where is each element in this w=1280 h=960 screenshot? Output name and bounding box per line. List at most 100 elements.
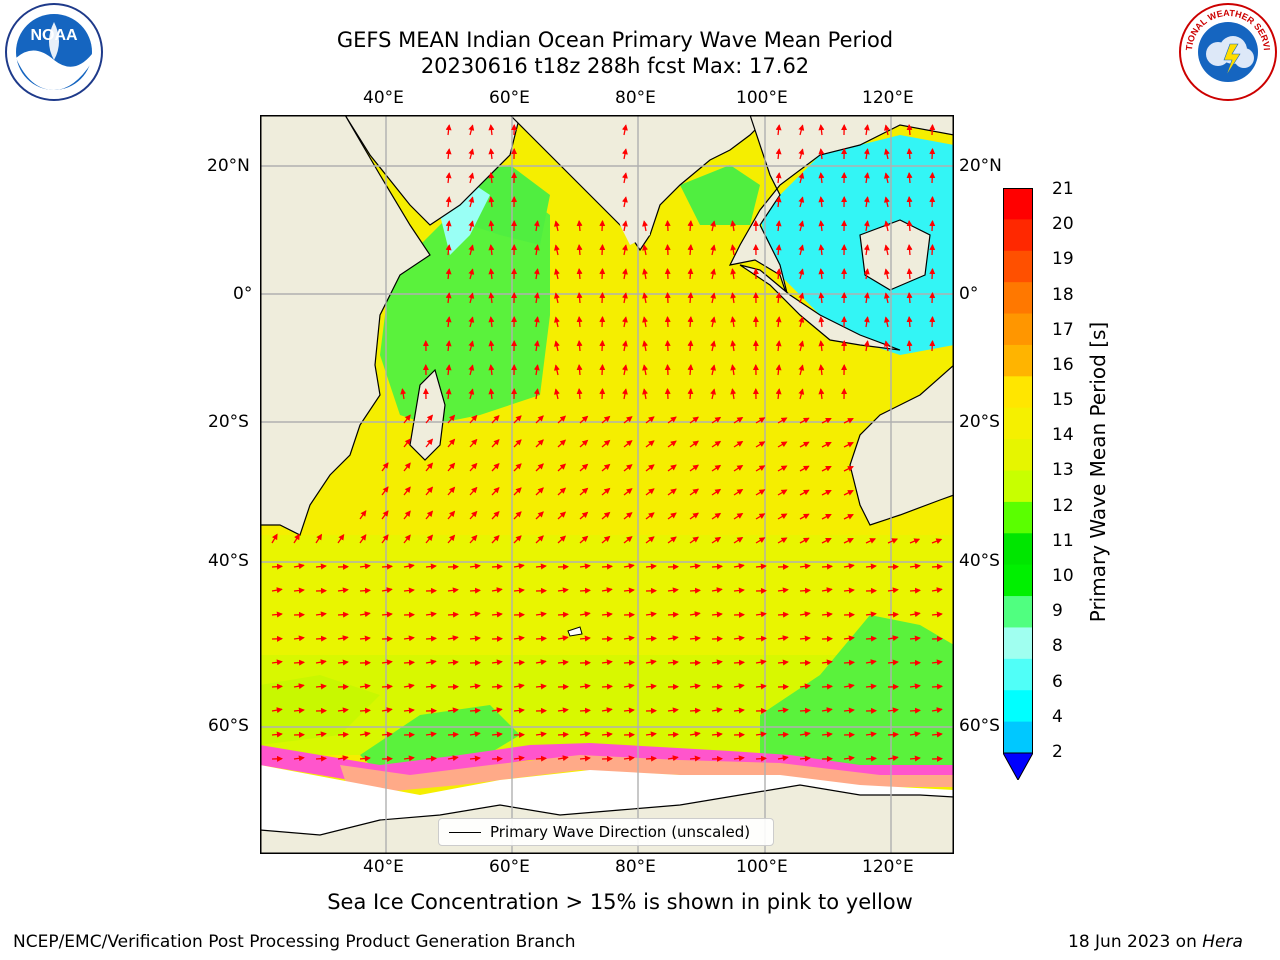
wave-arrow bbox=[599, 316, 606, 328]
wave-arrow bbox=[687, 292, 694, 304]
wave-arrow bbox=[755, 537, 766, 544]
wave-arrow bbox=[599, 268, 606, 280]
wave-arrow bbox=[755, 563, 767, 570]
wave-arrow bbox=[445, 220, 452, 232]
wave-arrow bbox=[883, 268, 890, 280]
wave-arrow bbox=[381, 731, 393, 738]
wave-arrow bbox=[710, 316, 717, 328]
wave-arrow bbox=[447, 462, 456, 472]
green-patch-bengal bbox=[680, 165, 760, 225]
wave-arrow bbox=[799, 731, 811, 738]
wave-arrow bbox=[777, 707, 789, 714]
wave-arrow bbox=[491, 659, 503, 666]
left-lat-label-0: 0° bbox=[233, 284, 253, 304]
wave-arrow bbox=[553, 220, 560, 232]
wave-arrow bbox=[599, 364, 606, 376]
wave-arrow bbox=[733, 489, 744, 496]
wave-arrow bbox=[929, 172, 936, 184]
wave-arrow bbox=[403, 510, 411, 520]
wave-arrow bbox=[513, 635, 525, 642]
colorbar-border bbox=[1003, 188, 1033, 754]
wave-arrow bbox=[271, 563, 283, 570]
wave-arrow bbox=[359, 563, 371, 570]
noaa-logo: NOAA bbox=[5, 3, 103, 101]
wave-arrow bbox=[576, 340, 583, 352]
wave-arrow bbox=[777, 465, 788, 472]
wave-arrow bbox=[447, 587, 459, 594]
legend-label: Primary Wave Direction (unscaled) bbox=[490, 823, 751, 841]
wave-arrow bbox=[929, 340, 936, 352]
wave-arrow bbox=[664, 220, 671, 232]
wave-arrow bbox=[799, 755, 811, 762]
wave-arrow bbox=[821, 513, 832, 520]
wave-arrow bbox=[775, 268, 782, 280]
wave-arrow bbox=[667, 731, 679, 738]
wave-arrow bbox=[931, 587, 943, 594]
wave-arrow bbox=[579, 611, 591, 618]
wave-arrow bbox=[798, 220, 805, 232]
wave-arrow bbox=[359, 707, 371, 714]
wave-arrow bbox=[553, 292, 560, 304]
colorbar-band bbox=[1003, 658, 1033, 691]
cyan-patch-indonesia bbox=[760, 135, 954, 355]
wave-arrow bbox=[533, 292, 540, 304]
wave-arrow bbox=[755, 417, 766, 424]
wave-arrow bbox=[906, 124, 913, 136]
wave-arrow bbox=[623, 536, 633, 544]
wave-arrow bbox=[865, 635, 877, 642]
wave-arrow bbox=[667, 635, 679, 642]
wave-arrow bbox=[909, 635, 921, 642]
wave-arrow bbox=[622, 148, 628, 160]
wave-arrow bbox=[271, 683, 283, 690]
wave-arrow bbox=[883, 220, 890, 232]
wave-arrow bbox=[469, 755, 481, 762]
wave-arrow bbox=[601, 439, 611, 448]
wave-arrow bbox=[645, 512, 655, 520]
wave-arrow bbox=[488, 172, 495, 184]
wave-arrow bbox=[403, 635, 415, 642]
wave-arrow bbox=[821, 465, 832, 472]
top-lon-label-40e: 40°E bbox=[363, 88, 404, 108]
wave-arrow bbox=[601, 587, 613, 594]
wave-arrow bbox=[642, 340, 648, 352]
wave-arrow bbox=[553, 316, 560, 328]
wave-arrow bbox=[622, 292, 628, 304]
colorbar-band bbox=[1003, 313, 1033, 346]
graticule bbox=[260, 115, 954, 854]
wave-arrow bbox=[469, 587, 481, 594]
wave-arrow bbox=[403, 683, 415, 690]
wave-arrow bbox=[425, 414, 434, 424]
wave-arrow bbox=[601, 731, 613, 738]
wave-arrow bbox=[645, 611, 657, 618]
wave-arrow bbox=[755, 513, 766, 520]
wave-arrow bbox=[777, 635, 789, 642]
wave-arrow bbox=[887, 611, 899, 618]
wave-arrow bbox=[929, 292, 936, 304]
wave-arrow bbox=[664, 292, 671, 304]
wave-arrow bbox=[513, 755, 525, 762]
wave-arrow bbox=[777, 417, 788, 424]
wave-arrow bbox=[799, 465, 810, 472]
wave-arrow bbox=[623, 683, 635, 690]
wave-arrow bbox=[513, 463, 522, 472]
wave-arrow bbox=[755, 755, 767, 762]
wave-arrow bbox=[645, 536, 655, 544]
wave-arrow bbox=[623, 464, 633, 472]
wave-arrow bbox=[513, 659, 525, 666]
wave-arrow bbox=[491, 611, 503, 618]
wave-arrow bbox=[883, 292, 890, 304]
wave-arrow bbox=[447, 659, 459, 666]
wave-arrow bbox=[622, 196, 628, 208]
wave-arrow bbox=[293, 683, 305, 690]
wave-arrow bbox=[909, 683, 921, 690]
wave-arrow bbox=[931, 538, 943, 545]
wave-arrow bbox=[798, 388, 805, 400]
wave-arrow bbox=[667, 512, 677, 520]
wave-arrow bbox=[293, 587, 305, 594]
wave-arrow bbox=[469, 462, 478, 472]
wave-arrow bbox=[535, 535, 544, 544]
wave-arrow bbox=[799, 587, 811, 594]
wave-arrow bbox=[622, 340, 628, 352]
wave-arrow bbox=[513, 487, 522, 496]
wave-arrow bbox=[667, 587, 679, 594]
